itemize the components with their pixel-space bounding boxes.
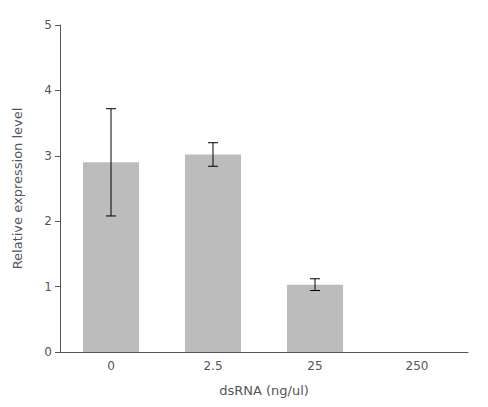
svg-text:0: 0 [107,359,115,373]
svg-text:1: 1 [44,280,52,294]
svg-text:dsRNA (ng/ul): dsRNA (ng/ul) [219,383,309,398]
svg-text:2: 2 [44,214,52,228]
svg-text:25: 25 [307,359,322,373]
svg-text:3: 3 [44,149,52,163]
svg-text:Relative expression level: Relative expression level [10,108,25,270]
svg-text:2.5: 2.5 [203,359,222,373]
svg-text:0: 0 [44,345,52,359]
svg-text:250: 250 [406,359,429,373]
svg-text:4: 4 [44,83,52,97]
svg-text:5: 5 [44,18,52,32]
